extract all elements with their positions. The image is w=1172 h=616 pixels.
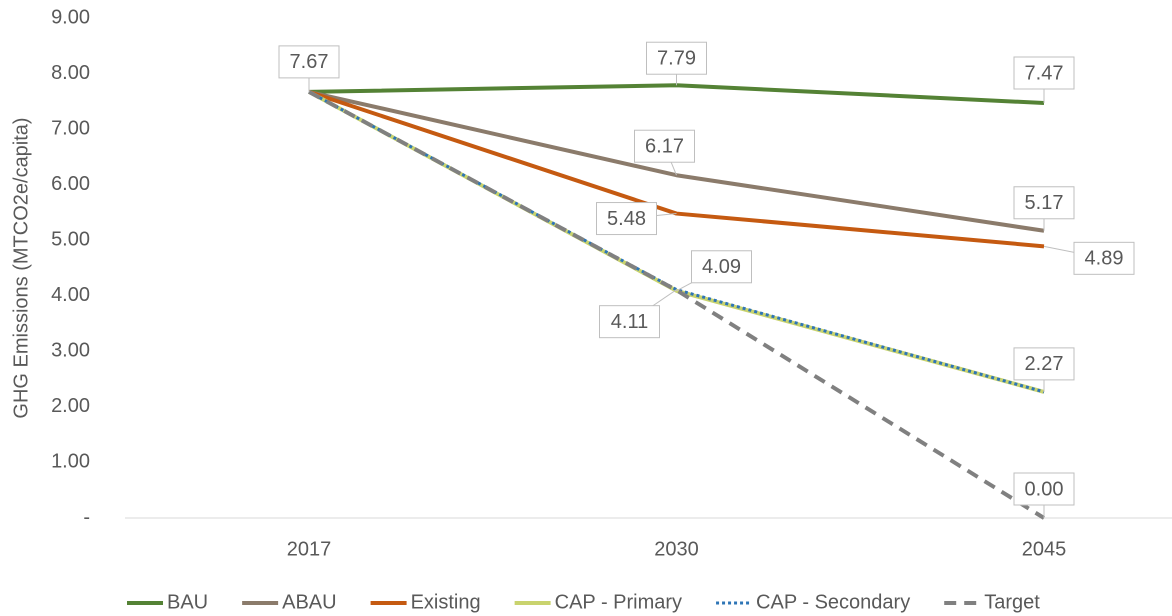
y-tick-label: 1.00 (51, 451, 90, 473)
series-line (308, 83, 1045, 105)
label-box (1073, 241, 1135, 275)
data-label-text: 4.09 (702, 256, 741, 278)
y-tick-label: 9.00 (51, 6, 90, 28)
data-label: 0.00 (1013, 472, 1075, 518)
label-box (1013, 56, 1075, 90)
x-tick-label: 2017 (287, 538, 332, 560)
data-label: 2.27 (1013, 347, 1075, 392)
data-label: 5.17 (1013, 186, 1075, 231)
label-box (599, 305, 660, 339)
data-label-text: 7.67 (290, 51, 329, 73)
label-box (278, 45, 340, 79)
data-label-text: 4.11 (611, 311, 648, 333)
data-label: 5.48 (596, 202, 677, 236)
y-tick-label: - (83, 506, 90, 528)
data-label: 4.09 (676, 250, 752, 292)
y-tick-label: 7.00 (51, 117, 90, 139)
label-box (646, 41, 707, 75)
legend-label: CAP - Primary (555, 591, 682, 613)
label-box (1013, 347, 1075, 381)
legend-label: ABAU (282, 591, 336, 613)
label-box (1013, 472, 1075, 506)
data-label: 7.67 (278, 45, 340, 92)
data-label-text: 4.89 (1085, 248, 1124, 270)
y-tick-label: 2.00 (51, 395, 90, 417)
label-box (691, 250, 752, 284)
data-label: 4.11 (599, 289, 677, 339)
series-line (308, 90, 1045, 394)
data-label-text: 6.17 (645, 136, 684, 158)
data-label-text: 2.27 (1025, 353, 1064, 375)
y-tick-label: 8.00 (51, 62, 90, 84)
y-tick-label: 4.00 (51, 284, 90, 306)
legend-label: CAP - Secondary (756, 591, 910, 613)
y-tick-label: 3.00 (51, 340, 90, 362)
data-label: 7.79 (646, 41, 707, 86)
data-label-text: 7.47 (1025, 62, 1064, 84)
data-label: 7.47 (1013, 56, 1075, 103)
y-tick-label: 6.00 (51, 173, 90, 195)
legend-label: Existing (411, 591, 481, 613)
data-label-text: 7.79 (657, 48, 696, 70)
y-axis-label: GHG Emissions (MTCO2e/capita) (10, 117, 32, 418)
series-line (308, 90, 1046, 520)
x-tick-label: 2030 (654, 538, 699, 560)
data-label: 4.89 (1043, 241, 1135, 275)
label-box (634, 129, 695, 163)
y-tick-label: 5.00 (51, 229, 90, 251)
data-label-text: 0.00 (1025, 478, 1064, 500)
label-box (1013, 186, 1075, 220)
x-tick-label: 2045 (1022, 538, 1067, 560)
legend-label: Target (984, 591, 1040, 613)
label-box (596, 202, 657, 236)
data-label: 6.17 (634, 129, 695, 176)
data-label-text: 5.17 (1025, 192, 1064, 214)
legend-label: BAU (167, 591, 208, 613)
data-label-text: 5.48 (607, 208, 646, 230)
